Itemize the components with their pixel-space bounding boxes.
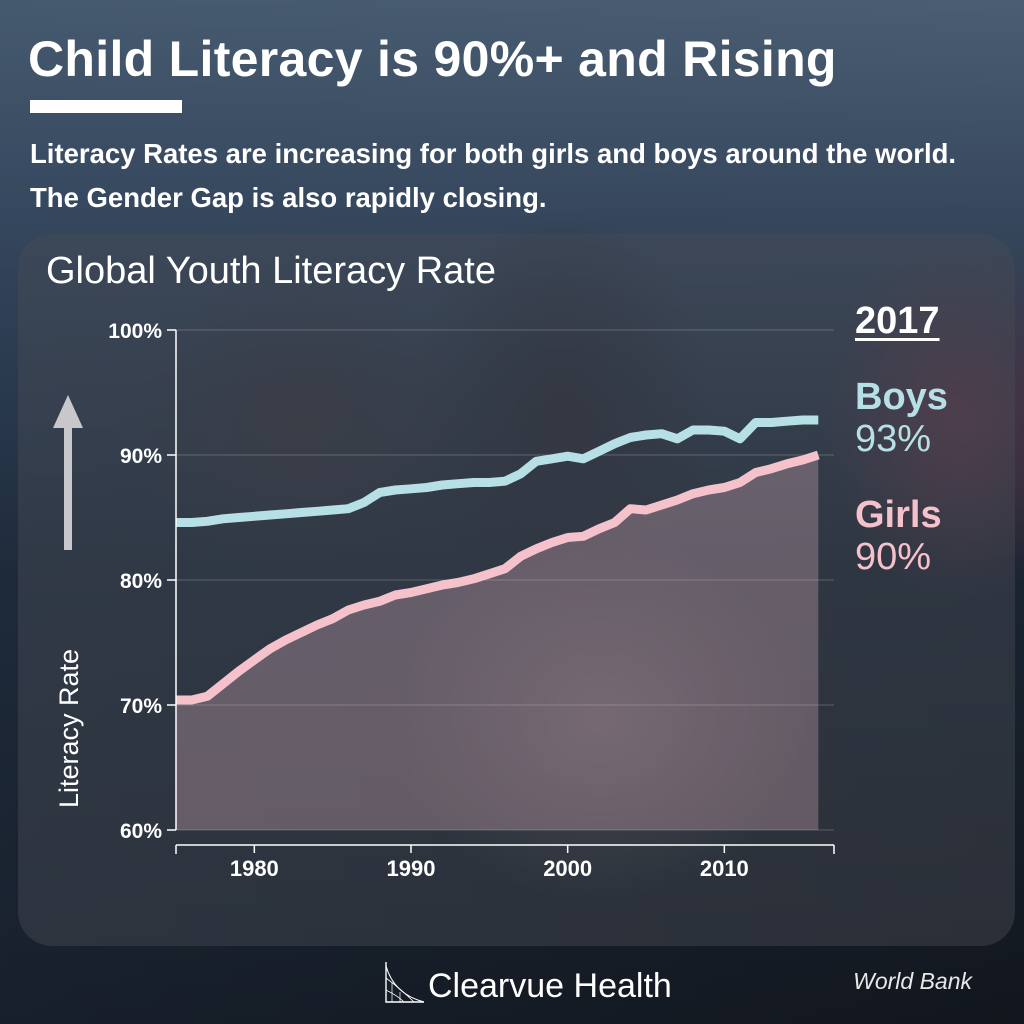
chart-title: Global Youth Literacy Rate bbox=[46, 250, 496, 292]
x-tick-label: 1990 bbox=[387, 856, 436, 881]
boys-series-line bbox=[176, 415, 819, 527]
y-tick-label: 60% bbox=[120, 820, 162, 843]
legend-year: 2017 bbox=[855, 300, 940, 342]
legend-girls-value: 90% bbox=[855, 536, 932, 578]
y-axis-label: Literacy Rate bbox=[54, 649, 84, 808]
girls-area-fill bbox=[176, 455, 819, 830]
page-subtitle: Literacy Rates are increasing for both g… bbox=[30, 138, 957, 213]
legend-girls-label: Girls bbox=[855, 494, 942, 536]
legend-boys-value: 93% bbox=[855, 418, 932, 460]
x-axis: 1980 1990 2000 2010 bbox=[175, 844, 835, 881]
title-underline-divider bbox=[30, 100, 182, 113]
source-credit: World Bank bbox=[853, 968, 972, 994]
x-tick-label: 1980 bbox=[230, 856, 279, 881]
brand-name: Clearvue Health bbox=[428, 967, 672, 1005]
clearvue-logo-icon bbox=[385, 962, 425, 1003]
gridlines bbox=[176, 329, 834, 831]
girls-series-line bbox=[176, 450, 820, 705]
brand-logo: Clearvue Health bbox=[384, 960, 672, 1004]
y-tick-label: 70% bbox=[120, 695, 162, 718]
y-tick-label: 90% bbox=[120, 445, 162, 468]
x-tick-label: 2000 bbox=[543, 856, 592, 881]
y-axis: 60% 70% 80% 90% 100% bbox=[108, 320, 177, 843]
chart-panel bbox=[18, 234, 1015, 946]
legend-2017: 2017 Boys 93% Girls 90% bbox=[855, 300, 1015, 613]
x-tick-label: 2010 bbox=[700, 856, 749, 881]
y-tick-label: 80% bbox=[120, 570, 162, 593]
page-title: Child Literacy is 90%+ and Rising bbox=[28, 31, 837, 87]
y-tick-label: 100% bbox=[108, 320, 162, 343]
up-arrow-icon bbox=[53, 395, 83, 550]
legend-boys-label: Boys bbox=[855, 376, 948, 418]
